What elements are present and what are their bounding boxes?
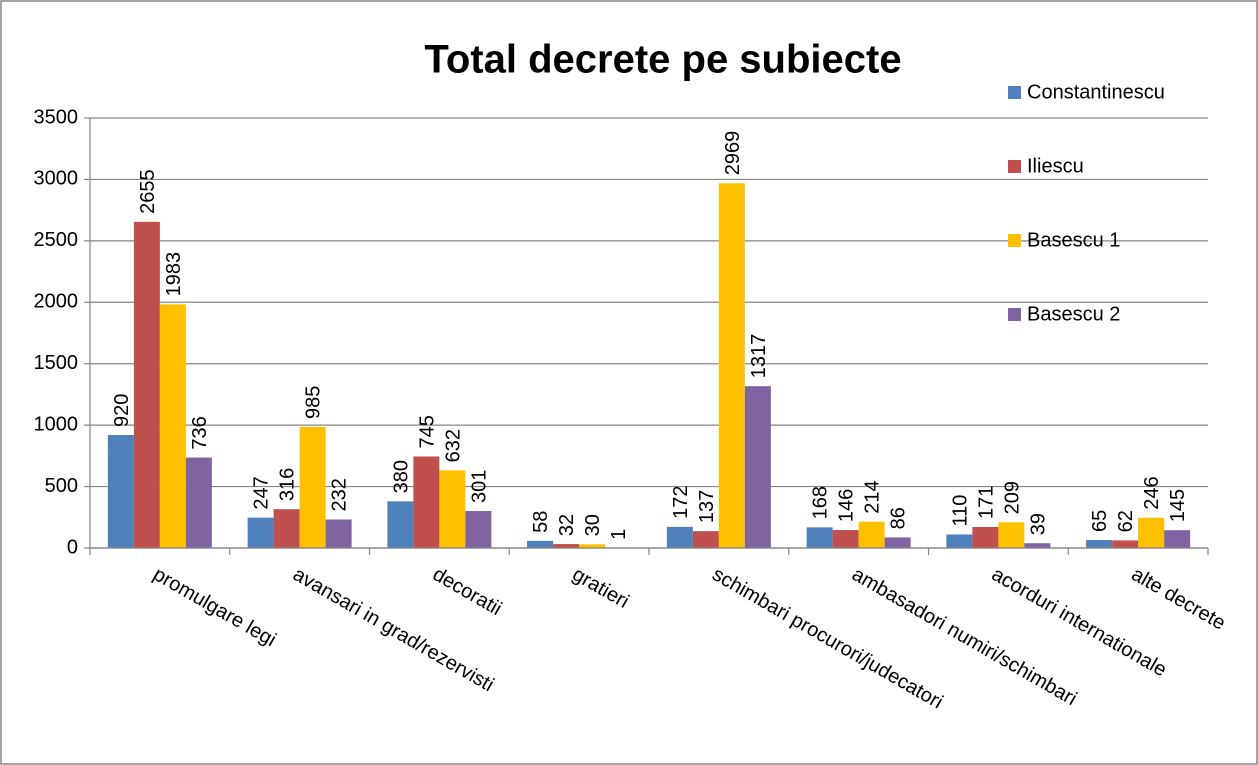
- bar: [1164, 530, 1191, 548]
- data-label: 247: [251, 476, 273, 509]
- legend-label: Constantinescu: [1027, 81, 1165, 103]
- legend-swatch: [1008, 160, 1021, 173]
- bar: [832, 530, 859, 548]
- data-label: 301: [468, 470, 490, 503]
- chart-title: Total decrete pe subiecte: [424, 38, 901, 82]
- data-label: 2969: [722, 131, 744, 176]
- y-tick-label: 1000: [34, 413, 79, 435]
- bar: [744, 386, 771, 548]
- data-label: 110: [949, 495, 971, 527]
- bar: [325, 519, 352, 548]
- data-label: 920: [111, 394, 133, 427]
- bar: [133, 221, 160, 549]
- bar: [998, 522, 1025, 548]
- bar: [579, 544, 606, 548]
- bar: [185, 457, 212, 548]
- bar: [718, 183, 745, 549]
- bar: [107, 434, 134, 548]
- bar: [666, 526, 693, 548]
- data-label: 632: [442, 429, 464, 462]
- bar: [806, 527, 833, 548]
- y-tick-label: 500: [45, 475, 78, 497]
- legend-swatch: [1008, 86, 1021, 99]
- data-label: 30: [582, 514, 604, 536]
- bar: [884, 537, 911, 548]
- y-tick-label: 1500: [34, 352, 79, 374]
- data-label: 1983: [163, 252, 185, 297]
- bar: [972, 526, 999, 548]
- bar: [1112, 540, 1139, 548]
- bar: [1138, 517, 1165, 548]
- data-label: 246: [1141, 476, 1163, 509]
- bar: [1086, 540, 1113, 548]
- bar: [858, 521, 885, 548]
- legend-label: Basescu 2: [1027, 303, 1120, 325]
- data-label: 171: [975, 486, 997, 519]
- data-label: 736: [189, 416, 211, 449]
- y-tick-label: 2500: [34, 229, 79, 251]
- bar: [273, 509, 300, 548]
- data-label: 380: [390, 460, 412, 493]
- data-label: 985: [303, 386, 325, 419]
- y-tick-label: 3000: [34, 168, 79, 190]
- legend-swatch: [1008, 308, 1021, 321]
- data-label: 214: [862, 480, 884, 513]
- legend-label: Basescu 1: [1027, 229, 1120, 251]
- bar: [527, 540, 554, 548]
- bar: [159, 304, 186, 548]
- data-label: 86: [888, 507, 910, 529]
- y-tick-label: 0: [67, 536, 78, 558]
- data-label: 1: [608, 529, 630, 540]
- data-label: 32: [556, 514, 578, 536]
- data-label: 65: [1089, 510, 1111, 532]
- data-label: 168: [810, 486, 832, 519]
- bar: [553, 544, 580, 548]
- bar: [247, 517, 274, 548]
- data-label: 39: [1027, 513, 1049, 535]
- bar: [465, 511, 492, 548]
- y-tick-label: 3500: [34, 106, 79, 128]
- data-label: 172: [670, 485, 692, 518]
- data-label: 209: [1001, 481, 1023, 514]
- data-label: 145: [1167, 489, 1189, 522]
- bar: [946, 534, 973, 548]
- bar: [387, 501, 414, 548]
- legend-label: Iliescu: [1027, 155, 1084, 177]
- data-label: 146: [836, 489, 858, 522]
- bar: [299, 426, 326, 548]
- legend-swatch: [1008, 234, 1021, 247]
- bar: [439, 470, 466, 548]
- data-label: 62: [1115, 510, 1137, 532]
- bar: [1024, 543, 1051, 548]
- bar: [692, 531, 719, 548]
- data-label: 137: [696, 490, 718, 523]
- data-label: 58: [530, 511, 552, 533]
- data-label: 2655: [137, 169, 159, 214]
- data-label: 316: [277, 468, 299, 501]
- y-tick-label: 2000: [34, 291, 79, 313]
- bar: [413, 456, 440, 548]
- data-label: 232: [329, 478, 351, 511]
- data-label: 745: [416, 415, 438, 448]
- data-label: 1317: [748, 334, 770, 379]
